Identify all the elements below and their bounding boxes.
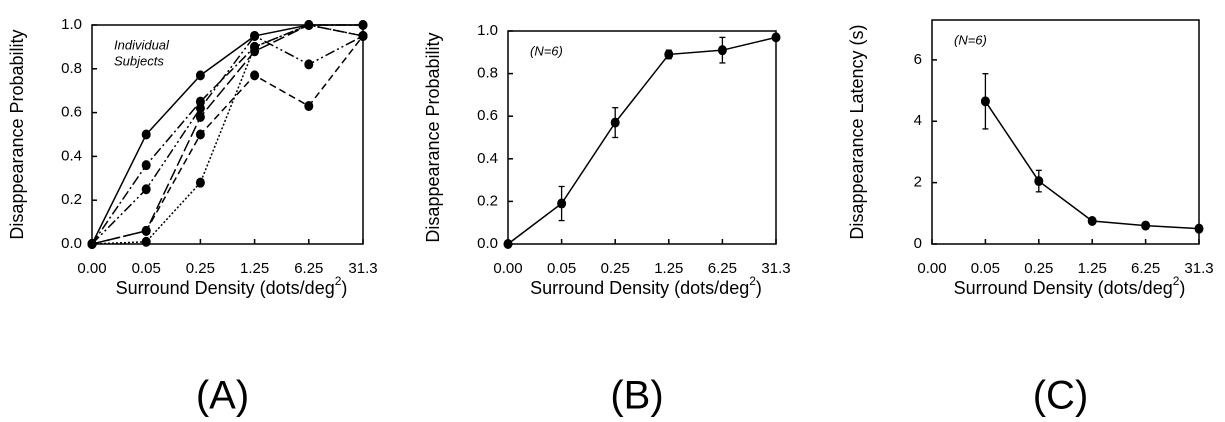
data-point xyxy=(304,59,314,70)
data-point xyxy=(195,129,205,140)
annotation: Subjects xyxy=(114,53,164,68)
annotation: (N=6) xyxy=(530,43,563,58)
x-tick-label: 6.25 xyxy=(1131,260,1160,277)
x-tick-label: 31.3 xyxy=(761,260,790,277)
y-tick-label: 0 xyxy=(914,235,922,252)
x-tick-label: 0.05 xyxy=(132,260,161,277)
x-axis-label-tail: ) xyxy=(341,278,347,298)
data-point xyxy=(141,184,151,195)
x-axis-label-sup: 2 xyxy=(1173,274,1180,288)
y-tick-label: 0.4 xyxy=(477,150,498,167)
data-point xyxy=(717,45,727,56)
plot-frame xyxy=(931,19,1200,245)
y-tick-label: 1.0 xyxy=(477,22,498,39)
x-axis-label-sup: 2 xyxy=(749,274,756,288)
series-line xyxy=(984,100,1200,230)
series-line xyxy=(91,24,363,245)
data-point xyxy=(141,225,151,236)
data-point xyxy=(250,30,260,41)
x-tick-label: 31.3 xyxy=(348,260,377,277)
y-tick-label: 2 xyxy=(914,174,922,191)
y-tick-label: 0.6 xyxy=(61,104,82,121)
x-axis-label: Surround Density (dots/deg2) xyxy=(954,274,1186,298)
x-tick-label: 0.00 xyxy=(493,260,522,277)
data-point xyxy=(610,117,620,128)
panel-label: (C) xyxy=(1033,374,1089,418)
x-tick-label: 1.25 xyxy=(1078,260,1107,277)
y-tick-label: 0.0 xyxy=(477,235,498,252)
data-point xyxy=(664,49,674,60)
x-axis-label-text: Surround Density (dots/deg xyxy=(954,278,1173,298)
series-line xyxy=(91,24,363,245)
plot-frame xyxy=(507,30,777,245)
series-line xyxy=(91,24,364,245)
y-axis-label: Disappearance Latency (s) xyxy=(847,24,867,239)
y-tick-label: 0.6 xyxy=(477,107,498,124)
data-point xyxy=(1087,215,1097,226)
panel-label: (B) xyxy=(610,374,663,418)
x-tick-label: 1.25 xyxy=(654,260,683,277)
data-point xyxy=(1194,223,1204,234)
data-point xyxy=(304,20,314,30)
y-tick-label: 6 xyxy=(914,51,922,68)
y-tick-label: 4 xyxy=(914,112,922,129)
y-axis-label: Disappearance Probability xyxy=(7,29,27,239)
y-tick-label: 0.8 xyxy=(61,60,82,77)
series-line xyxy=(91,34,364,245)
x-tick-label: 0.00 xyxy=(917,260,946,277)
data-point xyxy=(980,96,990,107)
data-point xyxy=(195,111,205,122)
y-tick-label: 0.4 xyxy=(61,147,82,164)
data-point xyxy=(1034,176,1044,187)
data-point xyxy=(358,30,368,41)
plot-frame xyxy=(91,24,364,245)
x-tick-label: 0.25 xyxy=(1024,260,1053,277)
data-point xyxy=(771,32,781,43)
x-axis-label: Surround Density (dots/deg2) xyxy=(530,274,762,298)
x-tick-label: 0.05 xyxy=(971,260,1000,277)
y-tick-label: 0.0 xyxy=(61,235,82,252)
x-tick-label: 0.25 xyxy=(186,260,215,277)
x-tick-label: 6.25 xyxy=(294,260,323,277)
x-axis-label: Surround Density (dots/deg2) xyxy=(116,274,348,298)
data-point xyxy=(141,236,151,247)
y-tick-label: 1.0 xyxy=(61,16,82,33)
series-line xyxy=(91,35,364,245)
y-tick-label: 0.2 xyxy=(477,192,498,209)
y-tick-label: 0.2 xyxy=(61,191,82,208)
x-tick-label: 0.00 xyxy=(77,260,106,277)
y-tick-label: 0.8 xyxy=(477,65,498,82)
x-axis-label-text: Surround Density (dots/deg xyxy=(530,278,749,298)
panel-label: (A) xyxy=(196,374,249,418)
annotation: Individual xyxy=(114,37,170,52)
data-point xyxy=(195,103,205,114)
series-line xyxy=(507,36,777,245)
data-point xyxy=(141,160,151,171)
x-axis-label-tail: ) xyxy=(756,278,762,298)
data-point xyxy=(1141,220,1151,231)
data-point xyxy=(141,129,151,140)
data-point xyxy=(557,198,567,209)
x-tick-label: 0.25 xyxy=(601,260,630,277)
data-point xyxy=(503,239,513,249)
data-point xyxy=(250,70,260,81)
annotation: (N=6) xyxy=(954,32,987,47)
x-axis-label-text: Surround Density (dots/deg xyxy=(116,278,335,298)
x-tick-label: 6.25 xyxy=(708,260,737,277)
data-point xyxy=(87,239,97,249)
data-point xyxy=(195,70,205,81)
data-point xyxy=(250,41,260,52)
x-axis-label-tail: ) xyxy=(1179,278,1185,298)
x-axis-label-sup: 2 xyxy=(335,274,342,288)
x-tick-label: 0.05 xyxy=(547,260,576,277)
data-point xyxy=(195,177,205,188)
x-tick-label: 1.25 xyxy=(240,260,269,277)
y-axis-label: Disappearance Probability xyxy=(423,32,443,242)
x-tick-label: 31.3 xyxy=(1184,260,1213,277)
data-point xyxy=(358,20,368,30)
data-point xyxy=(304,101,314,112)
